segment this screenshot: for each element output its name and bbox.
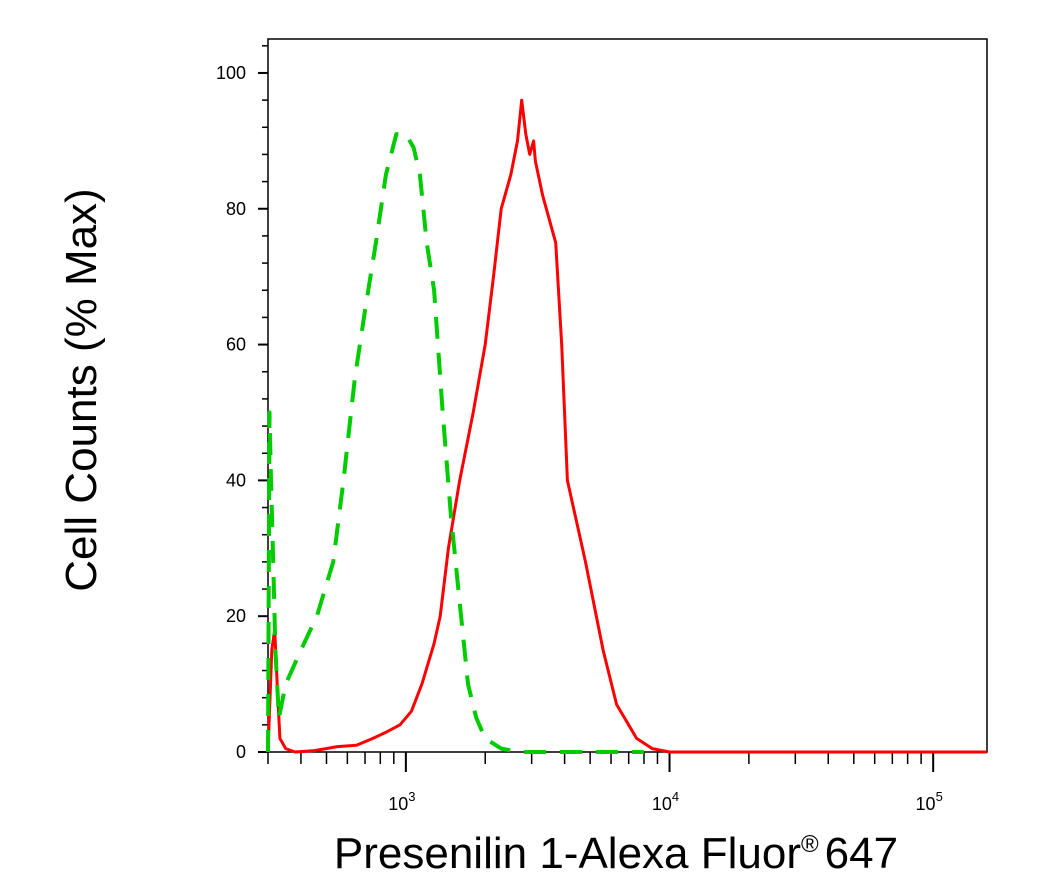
x-axis-label: Presenilin 1-Alexa Fluor® 647 — [334, 829, 898, 879]
control-histogram-line — [266, 132, 644, 754]
y-tick-label: 100 — [216, 63, 246, 83]
plot-frame — [267, 38, 988, 753]
y-tick-label: 40 — [226, 470, 246, 490]
x-tick-label: 104 — [652, 789, 679, 814]
x-axis-label-main: Presenilin 1-Alexa Fluor — [333, 829, 801, 878]
y-tick-label: 60 — [226, 335, 246, 355]
y-tick-label: 80 — [226, 199, 246, 219]
x-axis-label-suffix: 647 — [824, 829, 899, 878]
y-tick-label: 20 — [226, 606, 246, 626]
registered-symbol: ® — [800, 831, 819, 858]
y-tick-label: 0 — [236, 742, 246, 762]
sample-histogram-line — [266, 98, 987, 754]
x-tick-label: 103 — [388, 789, 415, 814]
x-tick-label: 105 — [916, 789, 943, 814]
y-axis-label: Cell Counts (% Max) — [57, 188, 106, 592]
